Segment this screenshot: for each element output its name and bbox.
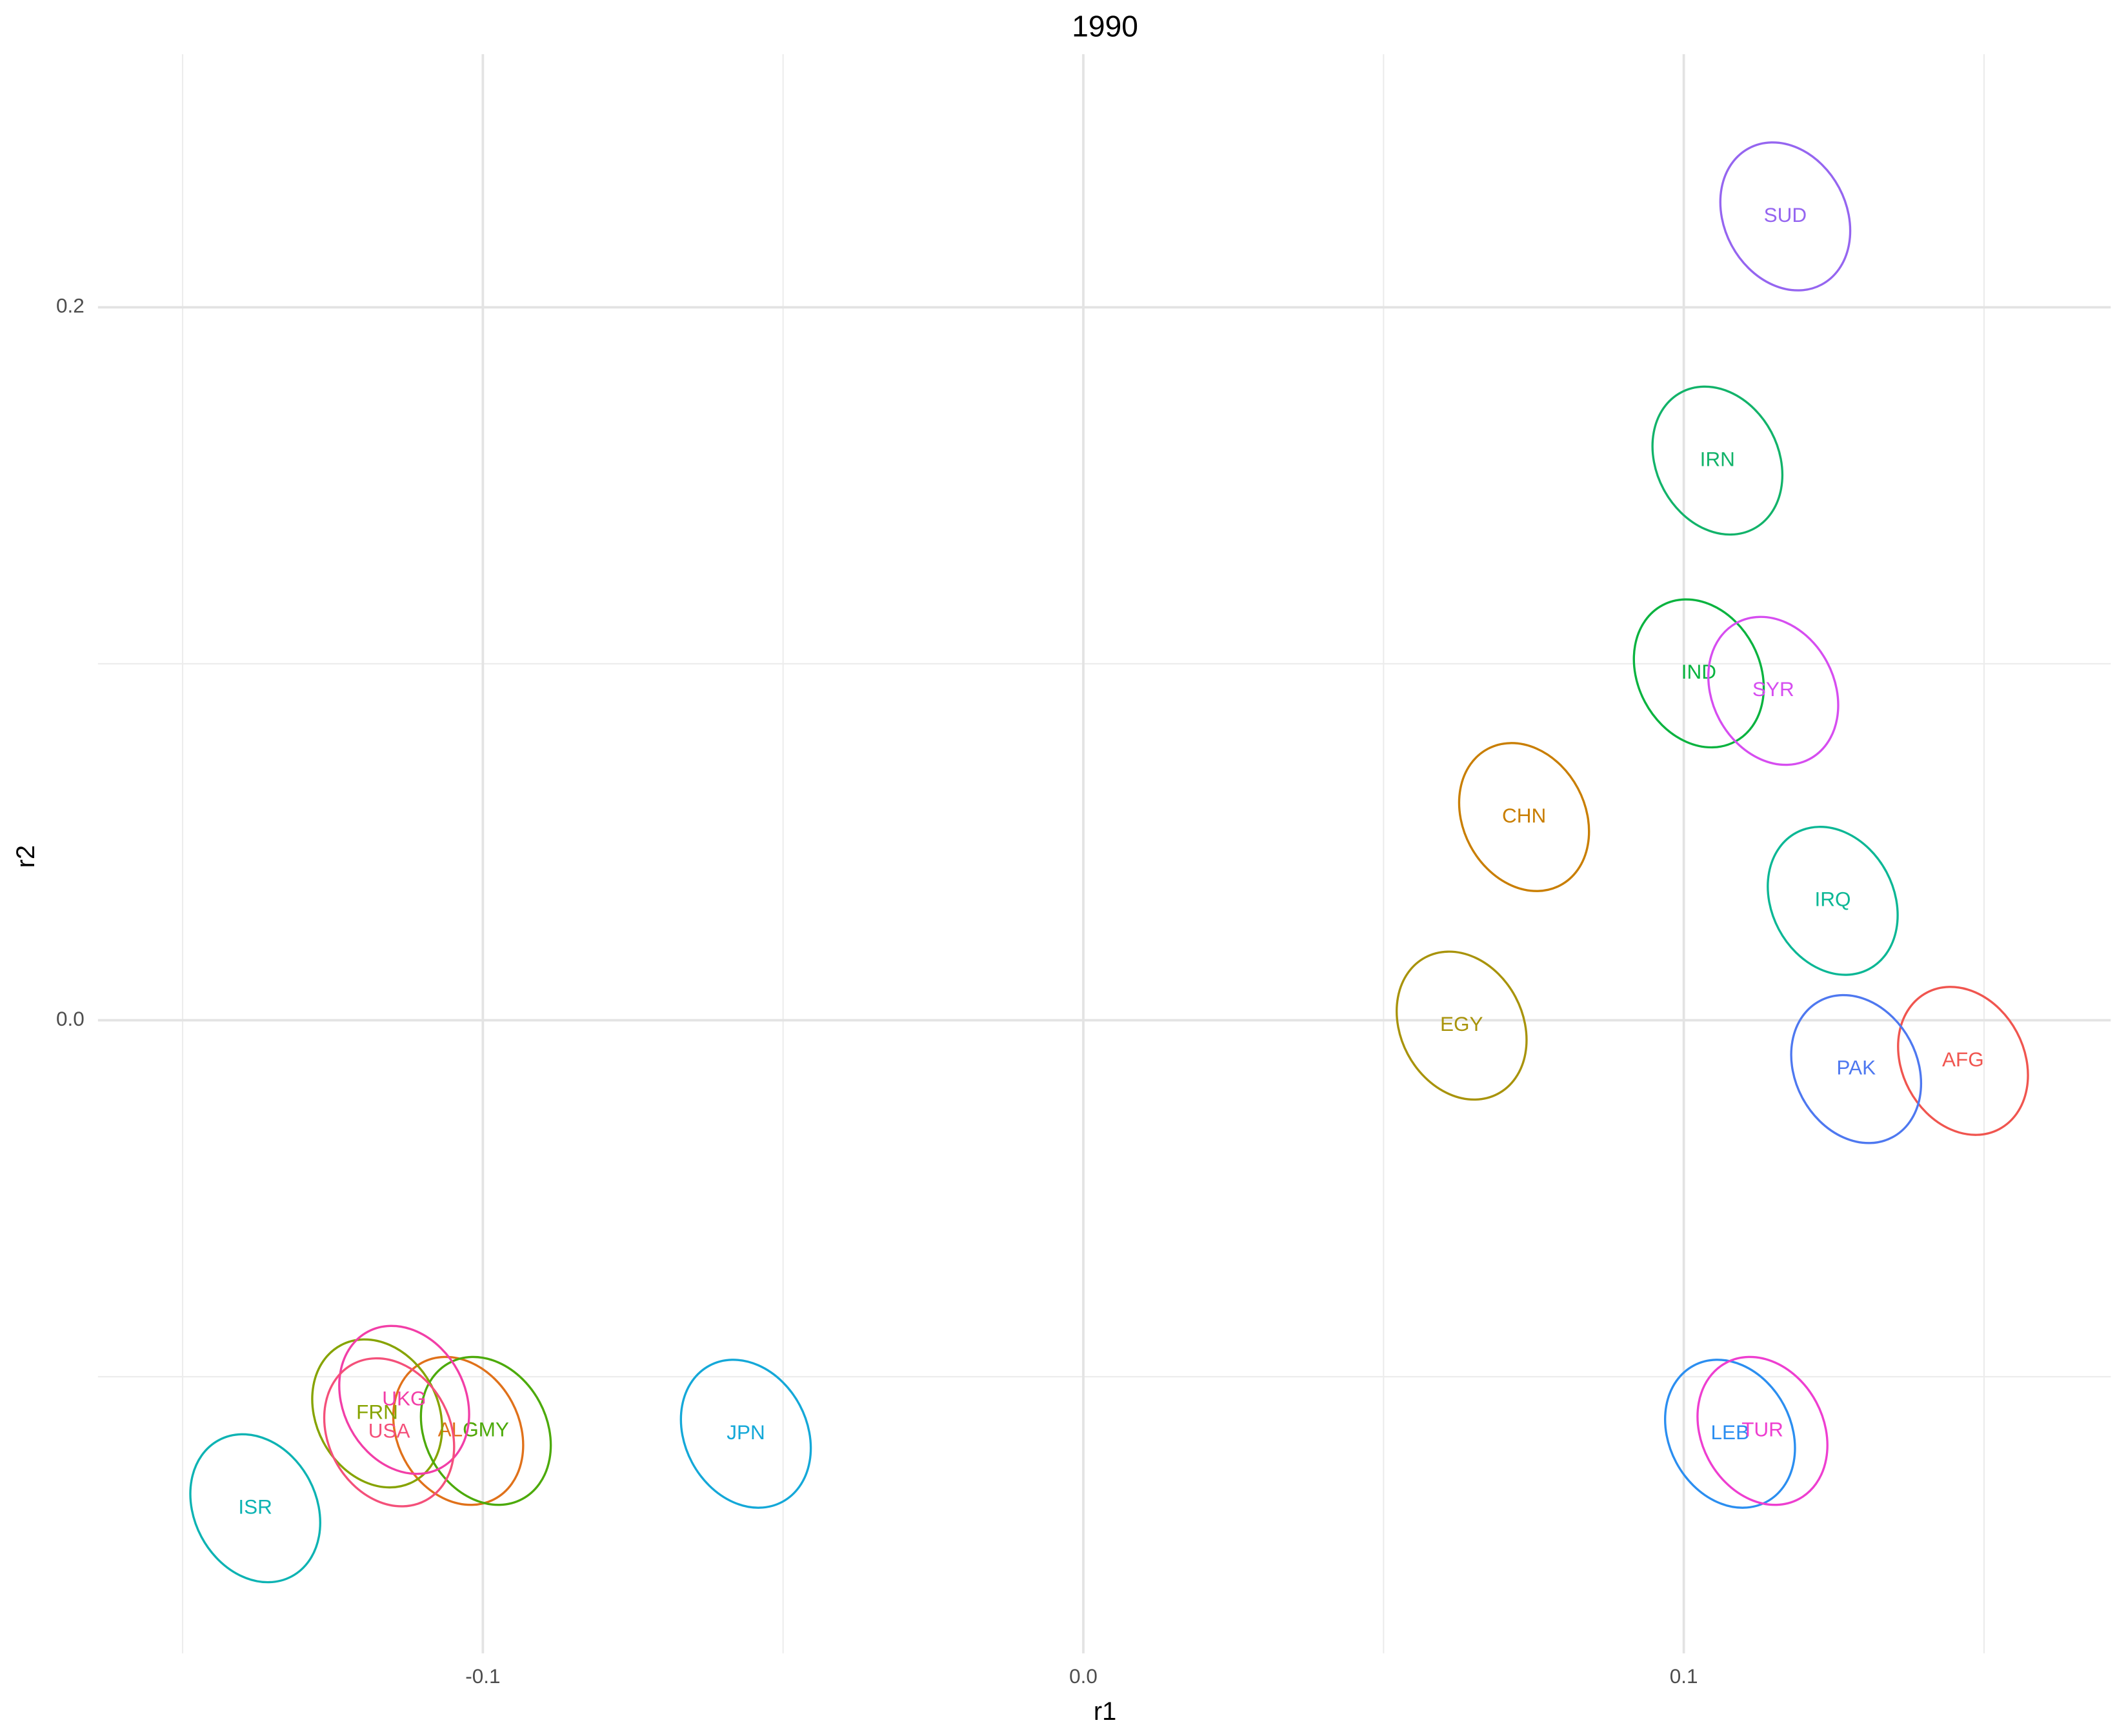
ellipse xyxy=(1897,986,2029,1136)
x-tick-label: -0.1 xyxy=(465,1664,500,1688)
ellipse xyxy=(1651,385,1784,536)
ellipse xyxy=(189,1433,321,1584)
point-label: EGY xyxy=(1440,1012,1483,1035)
x-tick-label: 0.1 xyxy=(1670,1664,1698,1688)
ellipse xyxy=(1458,742,1590,892)
point-label: JPN xyxy=(727,1421,765,1444)
ellipse xyxy=(1663,1359,1796,1509)
ellipse xyxy=(1790,993,1923,1144)
point-label: IRN xyxy=(1700,447,1735,470)
ellipse xyxy=(1696,1355,1829,1506)
x-tick-label: 0.0 xyxy=(1069,1664,1098,1688)
point-label: FRN xyxy=(356,1400,398,1423)
point-label: SUD xyxy=(1764,203,1807,226)
point-label: IND xyxy=(1681,660,1716,683)
ellipse xyxy=(392,1355,525,1506)
point-label: USA xyxy=(368,1419,410,1442)
y-tick-label: 0.0 xyxy=(56,1007,85,1030)
ellipse xyxy=(1719,141,1852,292)
ellipse xyxy=(679,1359,812,1509)
point-label: PAK xyxy=(1836,1056,1876,1079)
ellipse xyxy=(323,1357,456,1508)
ellipse xyxy=(1767,826,1899,976)
x-axis-title: r1 xyxy=(1094,1697,1116,1726)
point-label: ISR xyxy=(238,1495,272,1518)
point-label: ALG xyxy=(438,1417,479,1441)
point-label: IRQ xyxy=(1814,888,1850,911)
point-label: SYR xyxy=(1752,677,1794,701)
ellipse xyxy=(1707,615,1840,766)
ellipse xyxy=(1395,950,1528,1101)
y-tick-label: 0.2 xyxy=(56,294,85,317)
point-label: CHN xyxy=(1502,804,1546,827)
point-label: GMY xyxy=(463,1417,509,1441)
ellipse xyxy=(419,1355,552,1506)
chart-title: 1990 xyxy=(1072,9,1138,43)
point-label: TUR xyxy=(1741,1417,1783,1441)
ellipse xyxy=(338,1324,470,1475)
point-label: AFG xyxy=(1942,1048,1984,1071)
point-label: UKG xyxy=(382,1386,426,1410)
y-axis-title: r2 xyxy=(12,845,40,868)
point-label: LEB xyxy=(1711,1421,1750,1444)
